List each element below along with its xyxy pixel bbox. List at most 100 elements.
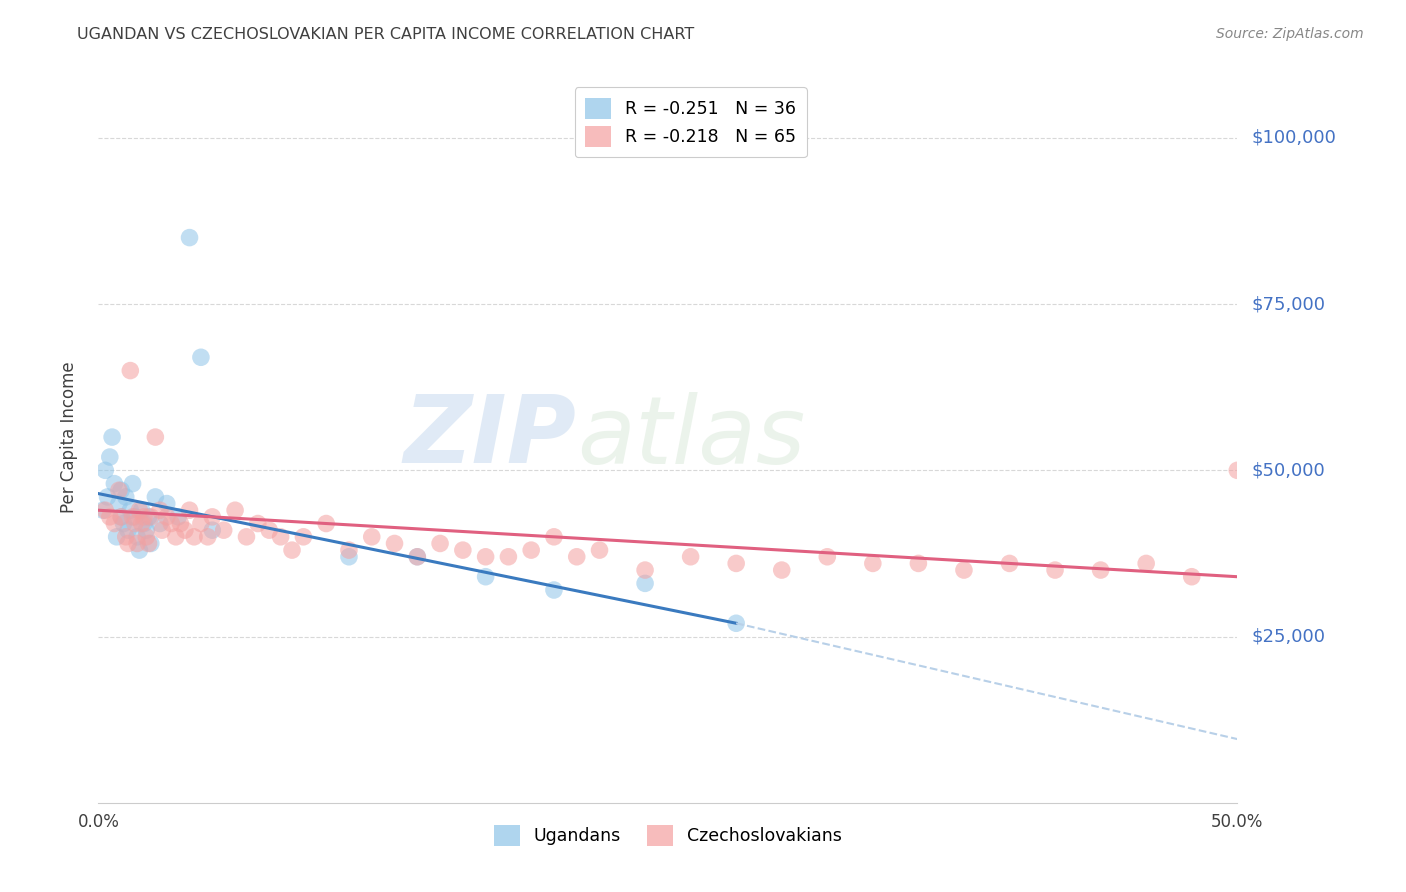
Point [121,476,143,491]
Point [96,490,118,504]
Text: $25,000: $25,000 [1251,628,1326,646]
Point [149,503,172,517]
Point [110,509,132,524]
Point [114,490,136,504]
Text: ZIP: ZIP [404,391,576,483]
Point [1181,570,1204,584]
Point [105,530,128,544]
Point [127,536,149,550]
Point [145,490,167,504]
Point [110,483,132,498]
Point [998,557,1021,571]
Text: atlas: atlas [576,392,806,483]
Point [117,536,139,550]
Point [112,516,135,531]
Point [406,549,429,564]
Point [429,536,451,550]
Point [149,516,172,531]
Point [281,543,304,558]
Point [862,557,884,571]
Point [124,516,146,531]
Point [117,523,139,537]
Point [139,509,162,524]
Point [135,530,157,544]
Point [165,530,187,544]
Point [139,536,162,550]
Point [360,530,382,544]
Point [190,351,212,365]
Text: UGANDAN VS CZECHOSLOVAKIAN PER CAPITA INCOME CORRELATION CHART: UGANDAN VS CZECHOSLOVAKIAN PER CAPITA IN… [77,27,695,42]
Point [451,543,474,558]
Point [179,230,201,244]
Point [770,563,793,577]
Point [634,563,657,577]
Point [474,570,496,584]
Text: $100,000: $100,000 [1251,128,1336,147]
Point [138,509,160,524]
Point [201,509,224,524]
Point [110,509,132,524]
Point [565,549,588,564]
Point [337,549,360,564]
Point [127,530,149,544]
Point [103,516,125,531]
Point [169,516,191,531]
Point [94,463,117,477]
Point [384,536,406,550]
Point [588,543,610,558]
Point [337,543,360,558]
Point [98,450,121,464]
Point [725,557,748,571]
Point [132,509,155,524]
Point [235,530,257,544]
Point [103,476,125,491]
Point [1043,563,1066,577]
Point [128,503,150,517]
Point [679,549,702,564]
Point [224,503,246,517]
Point [128,543,150,558]
Point [190,516,212,531]
Point [156,497,179,511]
Point [120,503,142,517]
Point [101,430,124,444]
Point [907,557,929,571]
Point [135,523,157,537]
Text: Source: ZipAtlas.com: Source: ZipAtlas.com [1216,27,1364,41]
Point [138,536,160,550]
Point [634,576,657,591]
Point [131,503,153,517]
Point [131,516,153,531]
Point [124,509,146,524]
Point [725,616,748,631]
Point [1226,463,1249,477]
Text: $75,000: $75,000 [1251,295,1326,313]
Point [145,430,167,444]
Point [114,530,136,544]
Point [543,582,565,597]
Point [1135,557,1157,571]
Point [160,516,183,531]
Point [108,497,131,511]
Point [406,549,429,564]
Y-axis label: Per Capita Income: Per Capita Income [59,361,77,513]
Point [474,549,496,564]
Point [183,530,205,544]
Point [201,523,224,537]
Point [270,530,292,544]
Point [197,530,219,544]
Point [98,509,121,524]
Point [543,530,565,544]
Point [1090,563,1112,577]
Point [91,503,114,517]
Point [212,523,235,537]
Point [953,563,976,577]
Text: $50,000: $50,000 [1251,461,1324,479]
Point [120,363,142,377]
Point [520,543,543,558]
Point [259,523,281,537]
Point [315,516,337,531]
Point [246,516,269,531]
Legend: Ugandans, Czechoslovakians: Ugandans, Czechoslovakians [486,818,849,853]
Point [498,549,520,564]
